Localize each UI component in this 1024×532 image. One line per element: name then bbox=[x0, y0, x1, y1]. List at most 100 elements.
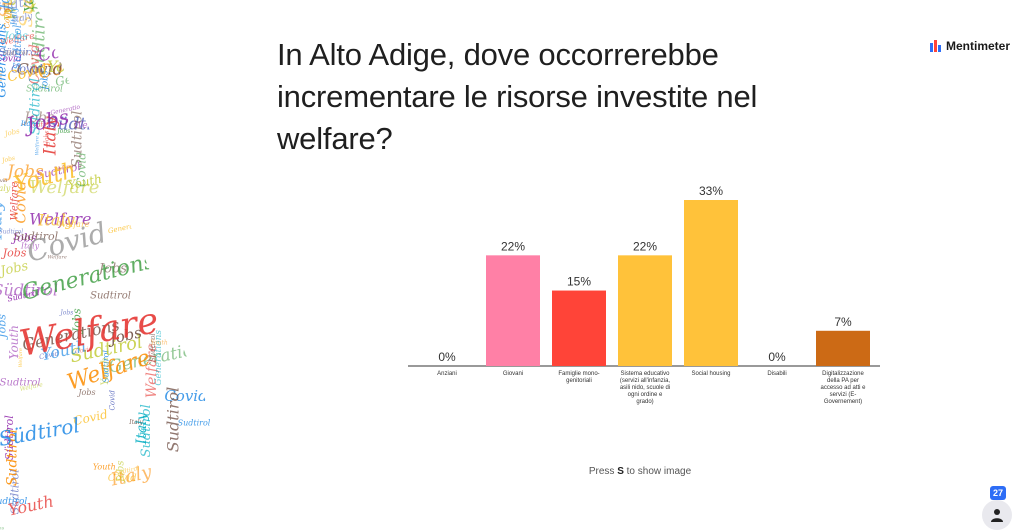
word-cloud-word: Italy bbox=[10, 11, 34, 25]
word-cloud-word: Generations bbox=[107, 218, 151, 235]
word-cloud-word: Jobs bbox=[96, 262, 127, 277]
word-cloud-word: Jobs bbox=[0, 259, 30, 280]
bar-value-label: 33% bbox=[699, 184, 723, 198]
word-cloud-word: Italy bbox=[0, 69, 4, 82]
word-cloud-word: Jobs bbox=[1, 247, 27, 260]
word-cloud-word: Welfare bbox=[18, 348, 24, 368]
bar-3 bbox=[552, 290, 606, 366]
word-cloud-word: Welfare bbox=[58, 220, 89, 229]
word-cloud-word: Youth bbox=[23, 0, 38, 12]
word-cloud-word: Welfare bbox=[29, 177, 99, 198]
bar-7 bbox=[816, 330, 870, 366]
bar-value-label: 22% bbox=[633, 239, 657, 253]
word-cloud-word: Italy bbox=[134, 411, 150, 445]
hint-key: S bbox=[617, 466, 624, 477]
word-cloud-image: Südtirol Covid Youth Sudtirol Covid Jobs Youth… bbox=[0, 0, 262, 532]
word-cloud-word: Youth bbox=[67, 172, 104, 193]
word-cloud-word: Jobs bbox=[0, 525, 5, 531]
word-cloud-word: Italy bbox=[0, 184, 11, 193]
word-cloud-word: Sudtirol bbox=[70, 111, 86, 168]
word-cloud-word: Sudtirol bbox=[102, 350, 111, 383]
word-cloud-word: Südtirol bbox=[28, 78, 44, 135]
word-cloud-word: Jobs bbox=[76, 388, 95, 397]
word-cloud-word: Italy bbox=[0, 200, 6, 240]
word-cloud-word: Sudtirol bbox=[11, 24, 24, 69]
word-cloud-word: Welfare bbox=[29, 210, 91, 229]
word-cloud-word: Jobs bbox=[55, 128, 70, 135]
word-cloud-word: Covid bbox=[108, 390, 116, 411]
word-cloud-word: Welfare bbox=[54, 163, 74, 173]
word-cloud-word: Youth bbox=[100, 357, 111, 386]
word-cloud-word: Jobs bbox=[11, 231, 37, 244]
participant-count-badge: 27 bbox=[990, 486, 1006, 500]
word-cloud-word: Jobs bbox=[0, 314, 8, 340]
word-cloud-word: Covid bbox=[0, 55, 22, 65]
word-cloud-word: Covid bbox=[164, 387, 207, 405]
word-cloud-word: Italy bbox=[20, 120, 38, 128]
category-label: Giovani bbox=[503, 371, 523, 377]
word-cloud-word: Covid bbox=[12, 180, 30, 223]
category-label: Anziani bbox=[437, 371, 457, 377]
bar-4 bbox=[618, 255, 672, 366]
word-cloud-word: Italy bbox=[37, 210, 75, 229]
word-cloud-word: Covid bbox=[4, 8, 12, 29]
word-cloud-word: Sudtirol bbox=[0, 497, 27, 507]
participants-button[interactable] bbox=[982, 500, 1012, 530]
word-cloud-word: Sudtirol bbox=[163, 387, 182, 452]
word-cloud-word: Covid bbox=[27, 44, 43, 85]
word-cloud-word: Südtirol bbox=[0, 47, 40, 58]
word-cloud-word: Welfare bbox=[144, 344, 160, 399]
word-cloud-word: Sudtirol bbox=[13, 230, 58, 243]
word-cloud-word: Jobs bbox=[2, 30, 28, 43]
category-label: Disabili bbox=[767, 371, 786, 377]
word-cloud-word: Covid bbox=[108, 473, 137, 484]
word-cloud-word: Jobs bbox=[44, 131, 51, 146]
category-label: Digitalizzazione della PA per accesso ad a… bbox=[820, 371, 866, 405]
word-cloud-word: Sudtirol bbox=[90, 291, 131, 302]
word-cloud-word: Youth bbox=[7, 325, 21, 359]
word-cloud-word: Jobs bbox=[0, 0, 14, 13]
word-cloud-word: Jobs bbox=[0, 155, 16, 165]
word-cloud-word: Sudtirol bbox=[178, 418, 211, 427]
word-cloud-word: Italy bbox=[20, 242, 40, 251]
word-cloud-word: Jobs bbox=[116, 460, 127, 484]
bar-2 bbox=[486, 255, 540, 366]
mentimeter-brand: Mentimeter bbox=[930, 38, 1010, 54]
word-cloud-graphic: SüdtirolCovidYouthSudtirolCovidJobsYouth… bbox=[0, 0, 214, 531]
show-image-hint: Press S to show image bbox=[540, 466, 740, 477]
word-cloud-word: Sudtirol bbox=[8, 469, 21, 514]
word-cloud-word: Sudtirol bbox=[0, 0, 17, 18]
word-cloud-word: Jobs bbox=[4, 162, 44, 182]
category-label: Sistema educativo (servizi all'infanzia, a… bbox=[620, 371, 671, 405]
word-cloud-word: Sudtirol bbox=[16, 0, 37, 28]
word-cloud-word: Covid bbox=[0, 178, 7, 184]
word-cloud-word: Jobs bbox=[40, 70, 50, 92]
word-cloud-word: Welfare bbox=[47, 255, 67, 261]
word-cloud-word: Südtirol bbox=[3, 415, 16, 460]
word-cloud-word: Jobs bbox=[21, 110, 54, 126]
word-cloud-word: Covid bbox=[11, 62, 43, 75]
word-cloud-word: Jobs bbox=[58, 310, 73, 317]
word-cloud-word: Sudtirol bbox=[149, 333, 157, 362]
word-cloud-word: Sudtirol bbox=[139, 404, 154, 457]
word-cloud-word: Youth bbox=[151, 340, 168, 347]
word-cloud-word: Covid bbox=[17, 59, 63, 78]
hint-prefix: Press bbox=[588, 466, 618, 477]
category-label: Social housing bbox=[691, 371, 730, 377]
word-cloud-word: Welfare bbox=[19, 381, 44, 393]
word-cloud-word: Südtirol bbox=[3, 50, 28, 57]
word-cloud-word: Südtirol bbox=[114, 465, 140, 477]
word-cloud-word: Generations bbox=[0, 23, 8, 97]
word-cloud-word: Welfare bbox=[10, 182, 21, 221]
word-cloud-word: Generations bbox=[154, 330, 164, 386]
word-cloud-word: Youth bbox=[30, 121, 47, 128]
person-icon bbox=[991, 509, 1003, 522]
bar-5 bbox=[684, 200, 738, 366]
category-label: Famiglie mono-genitoriali bbox=[558, 371, 599, 384]
word-cloud-word: Italy bbox=[128, 419, 143, 426]
hint-suffix: to show image bbox=[623, 466, 692, 477]
word-cloud-word: Sudtirol bbox=[0, 229, 23, 236]
brand-name: Mentimeter bbox=[946, 39, 1011, 53]
bar-chart: 0% Anziani 22% Giovani 15% Famiglie mono-geni… bbox=[408, 184, 880, 405]
word-cloud-word: Sudtirol bbox=[4, 429, 20, 486]
